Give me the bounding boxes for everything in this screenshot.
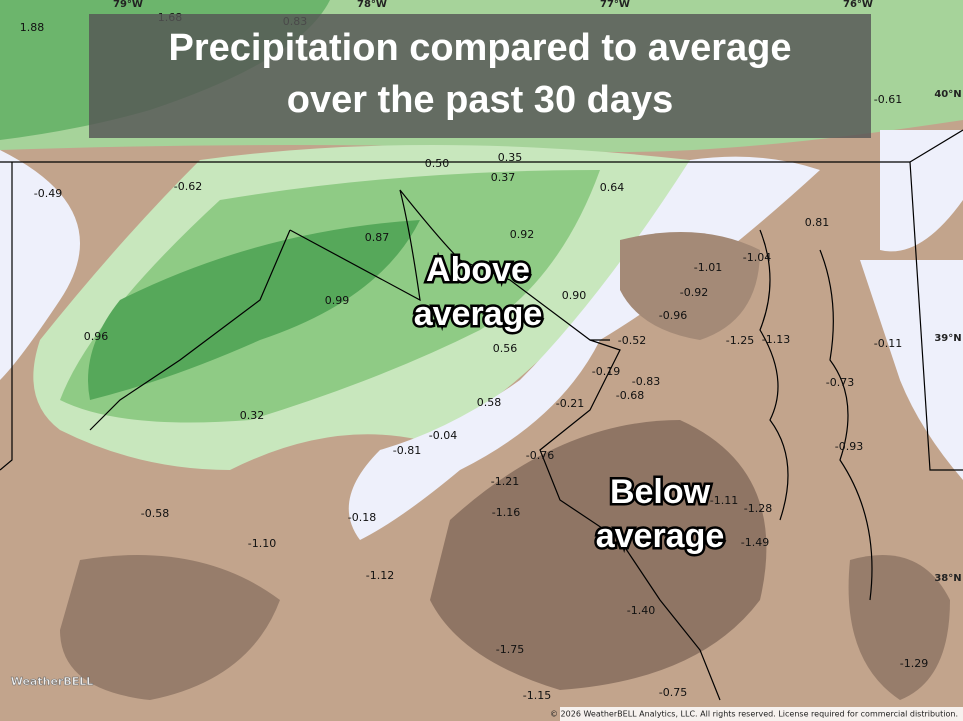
station-value: -1.01 [694,261,722,274]
station-value: -1.12 [366,569,394,582]
station-value: 0.87 [365,231,390,244]
copyright: © 2026 WeatherBELL Analytics, LLC. All r… [550,710,958,719]
station-value: -1.13 [762,333,790,346]
station-value: -0.75 [659,686,687,699]
station-value: -0.49 [34,187,62,200]
station-value: -0.83 [632,375,660,388]
annotation: average [414,295,543,333]
station-value: 0.35 [498,151,523,164]
station-value: -0.21 [556,397,584,410]
station-value: -1.28 [744,502,772,515]
station-value: 0.50 [425,157,450,170]
title-line: over the past 30 days [287,79,674,121]
station-value: -0.92 [680,286,708,299]
station-value: 0.96 [84,330,109,343]
station-value: -1.16 [492,506,520,519]
station-value: -0.68 [616,389,644,402]
station-value: 0.32 [240,409,265,422]
station-value: -1.15 [523,689,551,702]
grid-label: 40°N [934,89,961,100]
station-value: -1.40 [627,604,655,617]
station-value: -0.52 [618,334,646,347]
copyright-bg [560,707,963,721]
title-box [89,14,871,138]
station-value: -0.96 [659,309,687,322]
station-value: -0.81 [393,444,421,457]
grid-label: 39°N [934,333,961,344]
station-value: -0.73 [826,376,854,389]
title-line: Precipitation compared to average [169,27,792,69]
station-value: -1.21 [491,475,519,488]
grid-label: 78°W [357,0,387,10]
station-value: 0.64 [600,181,625,194]
station-value: -0.93 [835,440,863,453]
station-value: -0.11 [874,337,902,350]
station-value: 0.37 [491,171,516,184]
station-value: -1.29 [900,657,928,670]
station-value: 0.81 [805,216,830,229]
station-value: 0.99 [325,294,350,307]
annotation: Below [610,473,711,511]
station-value: -1.25 [726,334,754,347]
station-value: -1.10 [248,537,276,550]
station-value: 1.88 [20,21,45,34]
station-value: -0.76 [526,449,554,462]
station-value: -0.58 [141,507,169,520]
station-value: -0.61 [874,93,902,106]
station-value: -1.49 [741,536,769,549]
station-value: -0.62 [174,180,202,193]
station-value: 0.58 [477,396,502,409]
station-value: -0.19 [592,365,620,378]
station-value: -0.18 [348,511,376,524]
station-value: -1.75 [496,643,524,656]
station-value: -1.11 [710,494,738,507]
grid-label: 38°N [934,573,961,584]
station-value: -1.04 [743,251,771,264]
station-value: -0.04 [429,429,457,442]
grid-label: 76°W [843,0,873,10]
grid-label: 79°W [113,0,143,10]
logo: WeatherBELL [11,675,94,688]
grid-label: 77°W [600,0,630,10]
annotation: average [596,517,725,555]
annotation: Above [426,251,530,289]
station-value: 0.56 [493,342,518,355]
station-value: 0.90 [562,289,587,302]
borders [0,129,963,701]
station-value: 0.92 [510,228,535,241]
